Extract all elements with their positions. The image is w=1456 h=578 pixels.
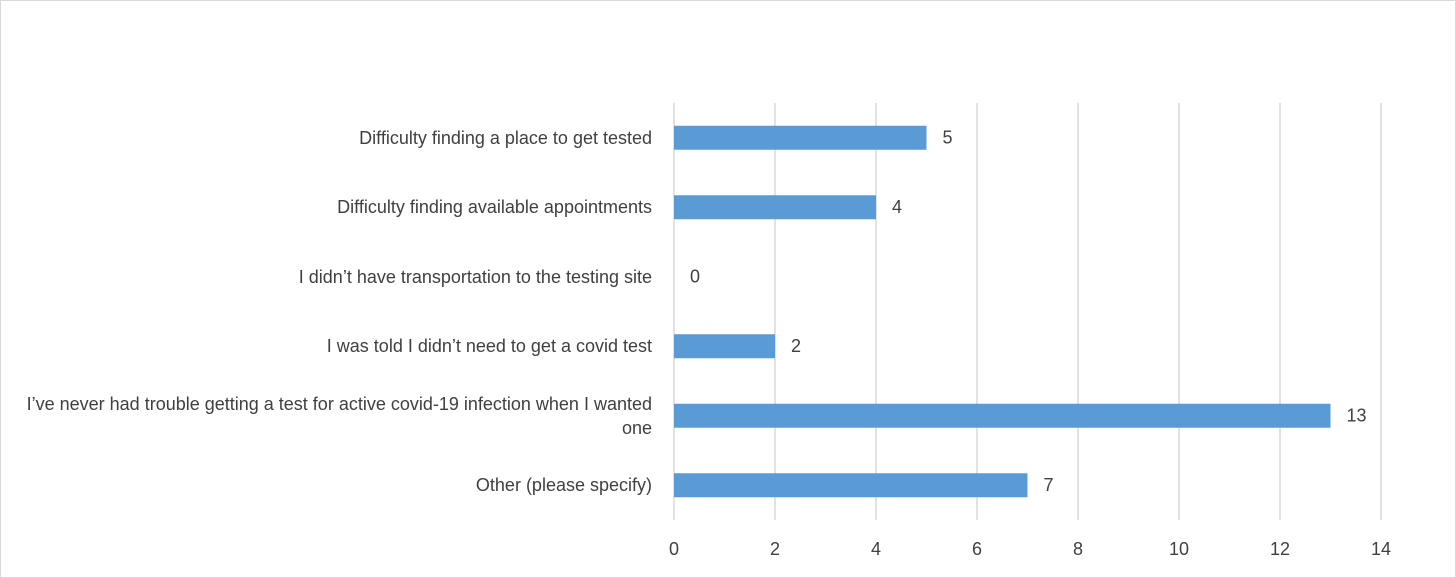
x-tick-label: 4 [871,539,881,559]
data-label: 5 [943,128,953,148]
y-tick-label: Difficulty finding available appointment… [337,197,652,218]
x-tick-label: 6 [972,539,982,559]
x-tick-label: 2 [770,539,780,559]
y-tick-label: I didn’t have transportation to the test… [298,266,652,287]
y-tick-label: I’ve never had trouble getting a test fo… [26,393,652,438]
data-label: 0 [690,267,700,287]
y-tick-label: Difficulty finding a place to get tested [359,127,652,148]
data-label: 4 [892,197,902,217]
data-label: 13 [1347,406,1367,426]
x-tick-label: 12 [1270,539,1290,559]
y-tick-label: Other (please specify) [475,475,652,496]
data-label: 7 [1044,475,1054,495]
bar [674,403,1331,428]
data-label: 2 [791,336,801,356]
y-tick-label: I was told I didn’t need to get a covid … [326,336,652,357]
x-tick-label: 0 [669,539,679,559]
x-tick-label: 8 [1073,539,1083,559]
bar [674,334,775,359]
bar [674,195,876,220]
x-tick-label: 14 [1371,539,1391,559]
bar [674,125,927,150]
x-tick-label: 10 [1169,539,1189,559]
bar [674,473,1028,498]
